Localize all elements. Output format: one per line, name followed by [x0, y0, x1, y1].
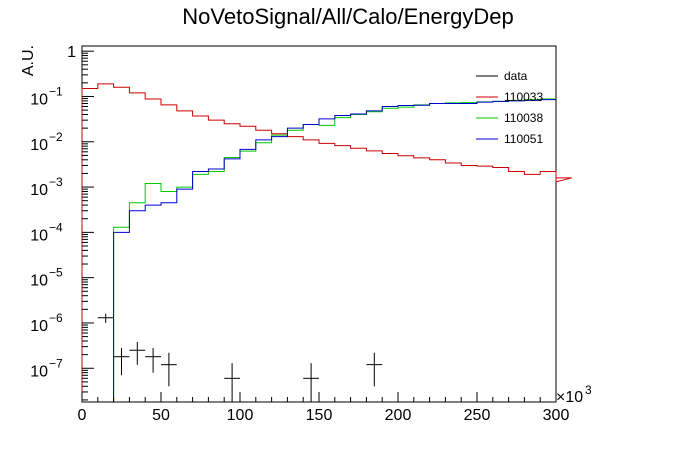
y-tick-label-base: 10 — [30, 91, 48, 108]
x-tick-label: 250 — [464, 407, 491, 424]
legend-label: 110038 — [504, 111, 543, 125]
data-point — [145, 348, 161, 373]
y-tick-label-base: 10 — [30, 318, 48, 335]
legend-label: 110033 — [504, 90, 543, 104]
x-tick-label: 0 — [78, 407, 87, 424]
legend-entry: 110051 — [476, 132, 543, 146]
y-tick-label-exponent: −6 — [49, 311, 63, 325]
x-tick-label: 200 — [385, 407, 412, 424]
data-point — [113, 348, 130, 376]
x-tick-label: 300 — [543, 407, 570, 424]
legend-entry: 110038 — [476, 111, 543, 125]
data-point — [129, 341, 146, 365]
series-layer — [81, 83, 572, 402]
x-tick-label: 150 — [306, 407, 333, 424]
legend: data 110033 110038 110051 — [476, 69, 543, 146]
y-tick-label-exponent: −5 — [49, 266, 63, 280]
legend-label: data — [504, 69, 528, 83]
y-tick-label-exponent: −4 — [49, 220, 63, 234]
data-point — [366, 352, 383, 387]
y-tick-label-exponent: −3 — [49, 175, 63, 189]
x-exponent-base: ×10 — [556, 389, 583, 406]
y-tick-label-base: 10 — [30, 363, 48, 380]
x-tick-label: 100 — [227, 407, 254, 424]
y-axis-label: A.U. — [20, 45, 37, 76]
y-tick-label-exponent: −2 — [49, 130, 63, 144]
data-point — [224, 363, 240, 402]
y-tick-label-base: 10 — [30, 273, 48, 290]
x-tick-label: 50 — [152, 407, 170, 424]
x-exponent-power: 3 — [585, 383, 592, 397]
y-tick-label: 1 — [67, 44, 76, 61]
series-110051-line — [113, 99, 556, 402]
data-point — [303, 363, 319, 402]
y-tick-label-base: 10 — [30, 182, 48, 199]
x-exponent-label: ×10 3 — [556, 383, 592, 406]
legend-label: 110051 — [504, 132, 543, 146]
legend-entry: 110033 — [476, 90, 543, 104]
data-point — [161, 352, 177, 387]
y-tick-label-base: 10 — [30, 227, 48, 244]
y-tick-label-base: 10 — [30, 137, 48, 154]
chart-title: NoVetoSignal/All/Calo/EnergyDep — [182, 4, 513, 29]
series-110033-line — [81, 83, 572, 402]
legend-entry: data — [476, 69, 528, 83]
y-tick-label-exponent: −7 — [49, 356, 63, 370]
data-point — [97, 313, 114, 323]
y-tick-label-exponent: −1 — [49, 84, 63, 98]
